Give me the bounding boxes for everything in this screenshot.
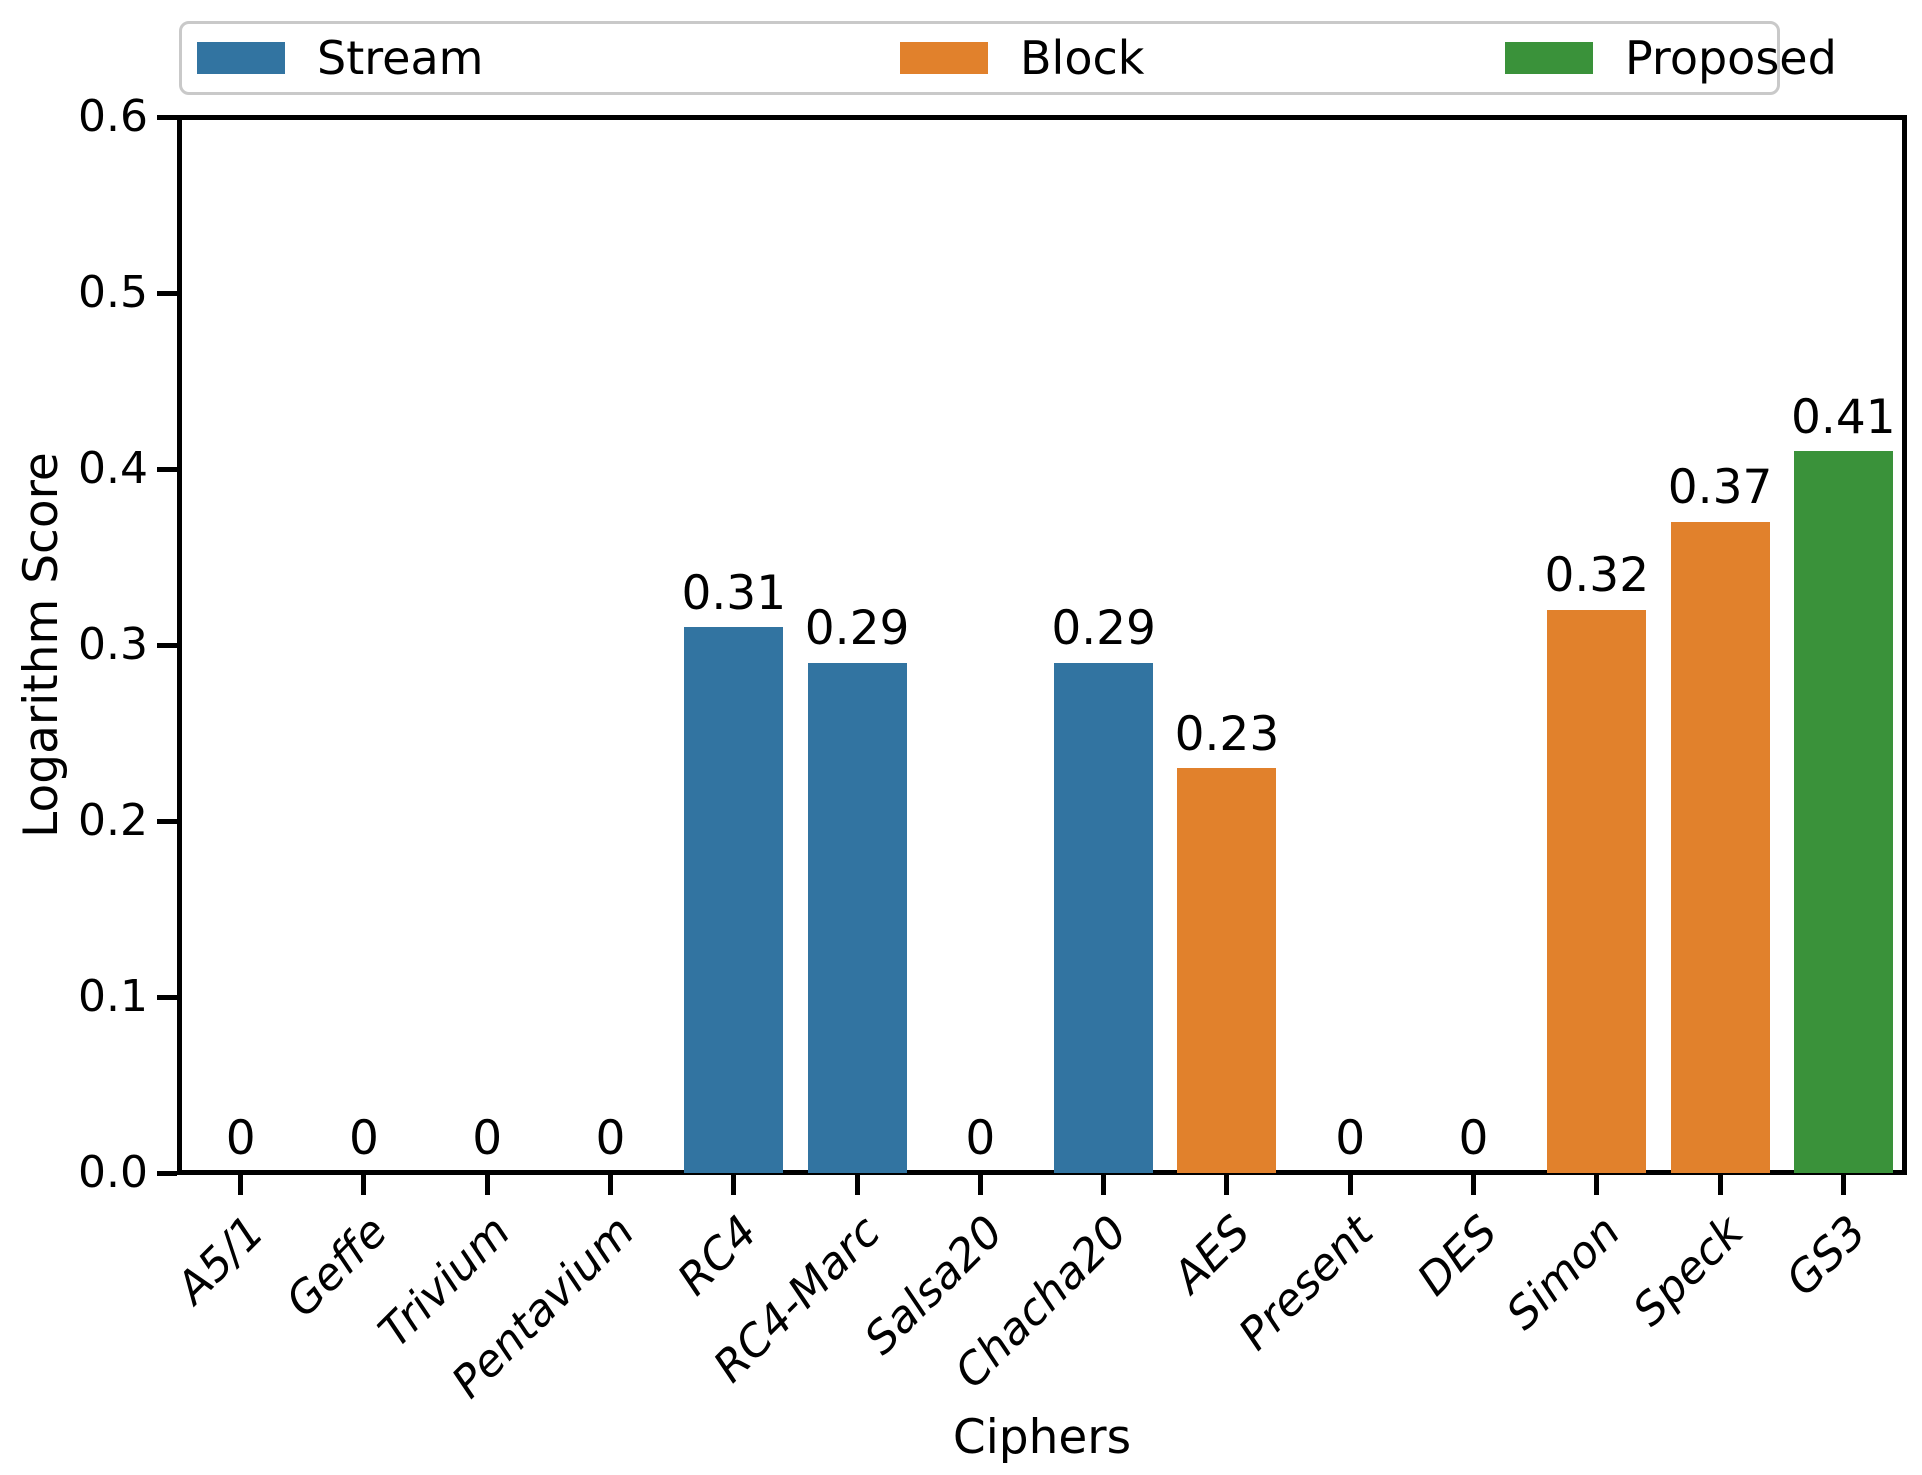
y-tick-0.6 — [157, 114, 177, 120]
bar-gs3 — [1793, 451, 1893, 1173]
bar-speck — [1670, 521, 1770, 1173]
left-spine — [177, 115, 182, 1175]
bar-value-salsa20: 0 — [965, 1111, 996, 1167]
bar-rc4-marc — [807, 662, 907, 1173]
plot-area: 0.0 0.1 0.2 0.3 0.4 0.5 0.6 A5/1 0 Geffe 0 Trivium 0… — [78, 95, 1907, 1408]
y-tick-label-0.0: 0.0 — [78, 1147, 148, 1198]
x-tick-des — [1471, 1175, 1476, 1195]
top-spine — [177, 115, 1907, 120]
x-tick-rc4-marc — [854, 1175, 860, 1195]
legend-entry-block: Block — [900, 35, 1144, 81]
bar-value-aes: 0.23 — [1174, 706, 1280, 762]
y-tick-0.4 — [157, 466, 177, 472]
y-tick-label-0.5: 0.5 — [78, 267, 148, 318]
bar-simon — [1547, 609, 1647, 1173]
bar-value-simon: 0.32 — [1544, 548, 1650, 604]
bar-value-speck: 0.37 — [1667, 460, 1773, 516]
x-tick-present — [1347, 1175, 1353, 1195]
bar-value-trivium: 0 — [472, 1111, 503, 1167]
x-tick-chacha20 — [1101, 1175, 1107, 1195]
legend-label-stream: Stream — [317, 31, 484, 85]
y-tick-0.5 — [157, 290, 177, 296]
x-tick-simon — [1594, 1175, 1600, 1195]
bar-aes — [1177, 768, 1277, 1173]
x-axis-label: Ciphers — [952, 1410, 1132, 1465]
legend-swatch-stream — [197, 42, 285, 74]
y-tick-label-0.2: 0.2 — [78, 795, 148, 846]
x-tick-rc4 — [731, 1175, 737, 1195]
bar-value-geffe: 0 — [348, 1111, 379, 1167]
y-tick-label-0.4: 0.4 — [78, 443, 148, 494]
y-axis-label: Logarithm Score — [14, 452, 70, 838]
legend: Stream Block Proposed — [179, 21, 1837, 95]
bottom-spine — [177, 1170, 1907, 1175]
legend-entry-stream: Stream — [197, 35, 483, 81]
y-tick-0.2 — [157, 818, 177, 824]
x-tick-geffe — [361, 1175, 367, 1195]
y-tick-0.1 — [157, 994, 177, 1000]
x-tick-speck — [1717, 1175, 1723, 1195]
y-tick-0.0 — [157, 1170, 177, 1176]
x-tick-pentavium — [608, 1175, 613, 1195]
bar-rc4 — [684, 627, 784, 1173]
legend-label-proposed: Proposed — [1625, 31, 1837, 85]
legend-label-block: Block — [1020, 31, 1145, 85]
bar-value-pentavium: 0 — [595, 1111, 626, 1167]
x-tick-a5-1 — [238, 1175, 244, 1195]
y-tick-0.3 — [157, 642, 177, 648]
bar-value-rc4: 0.31 — [681, 565, 787, 621]
legend-entry-proposed: Proposed — [1505, 35, 1837, 81]
bar-value-des: 0 — [1458, 1111, 1489, 1167]
x-tick-salsa20 — [977, 1175, 983, 1195]
y-tick-label-0.1: 0.1 — [78, 971, 148, 1022]
bar-value-present: 0 — [1335, 1111, 1366, 1167]
y-tick-label-0.6: 0.6 — [78, 91, 148, 142]
bar-value-gs3: 0.41 — [1791, 389, 1896, 445]
legend-swatch-proposed — [1505, 42, 1593, 74]
x-tick-gs3 — [1840, 1175, 1846, 1195]
bar-value-chacha20: 0.29 — [1051, 600, 1156, 656]
bar-value-a5-1: 0 — [225, 1111, 256, 1167]
y-tick-label-0.3: 0.3 — [78, 619, 148, 670]
bar-chacha20 — [1054, 662, 1154, 1173]
right-spine — [1902, 115, 1907, 1175]
legend-swatch-block — [900, 42, 988, 74]
bar-value-rc4-marc: 0.29 — [804, 600, 910, 656]
x-tick-aes — [1224, 1175, 1230, 1195]
x-tick-trivium — [484, 1175, 490, 1195]
